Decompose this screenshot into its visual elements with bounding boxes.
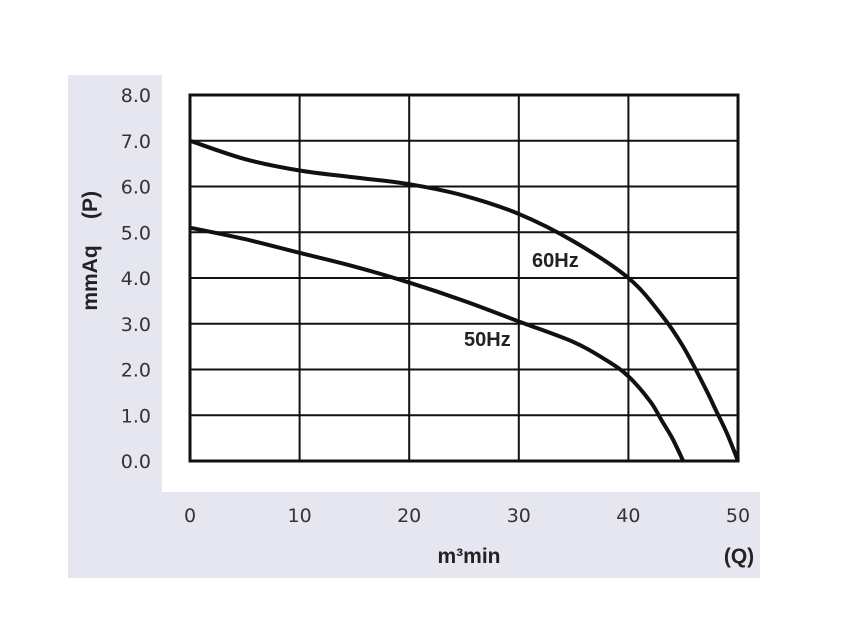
axis-background-bottom	[68, 492, 760, 578]
series-lines	[189, 138, 740, 462]
plot-frame	[188, 93, 740, 463]
y-tick-label: 3.0	[121, 314, 151, 336]
y-tick-label: 7.0	[121, 131, 151, 153]
x-tick-label: 0	[184, 505, 196, 527]
y-tick-label: 5.0	[121, 222, 151, 244]
y-tick-label: 0.0	[121, 451, 151, 473]
x-tick-label: 10	[288, 505, 312, 527]
series-line-60hz	[189, 138, 740, 462]
y-tick-label: 8.0	[121, 85, 151, 107]
series-line-50hz	[189, 225, 686, 462]
y-tick-label: 6.0	[121, 177, 151, 199]
x-quantity-label: (Q)	[724, 545, 754, 568]
x-tick-label: 40	[616, 505, 640, 527]
x-axis-label: m³min	[438, 545, 501, 568]
x-tick-label: 50	[726, 505, 750, 527]
y-tick-label: 1.0	[121, 405, 151, 427]
x-tick-labels: 0 10 20 30 40 50	[184, 505, 750, 527]
grid	[190, 95, 738, 461]
x-tick-label: 30	[507, 505, 531, 527]
y-tick-label: 4.0	[121, 268, 151, 290]
y-axis-label: mmAq	[79, 245, 102, 310]
x-tick-label: 20	[397, 505, 421, 527]
y-quantity-label: (P)	[79, 191, 102, 219]
y-tick-labels: 0.0 1.0 2.0 3.0 4.0 5.0 6.0 7.0 8.0	[121, 85, 151, 473]
y-tick-label: 2.0	[121, 360, 151, 382]
series-label-50hz: 50Hz	[464, 329, 511, 351]
series-label-60hz: 60Hz	[532, 250, 579, 272]
